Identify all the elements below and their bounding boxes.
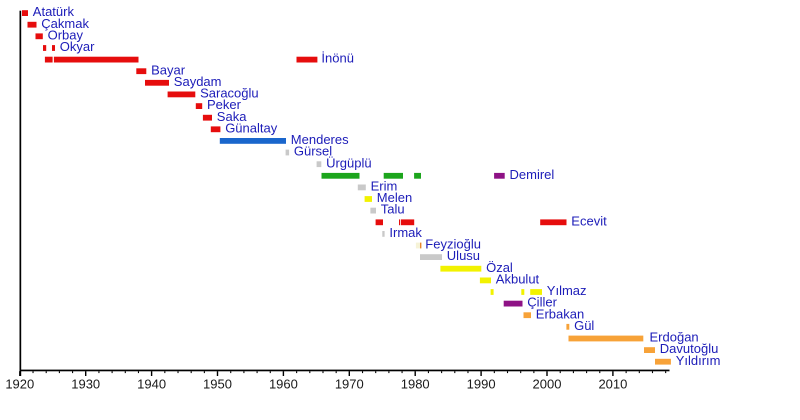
svg-text:Ecevit: Ecevit: [571, 213, 607, 228]
svg-text:Yıldırım: Yıldırım: [676, 353, 721, 368]
svg-text:Irmak: Irmak: [389, 225, 422, 240]
svg-text:Saracoğlu: Saracoğlu: [200, 86, 259, 101]
svg-text:1920: 1920: [5, 377, 34, 392]
svg-text:Yılmaz: Yılmaz: [547, 283, 587, 298]
svg-text:Erdoğan: Erdoğan: [650, 330, 699, 345]
svg-text:Saydam: Saydam: [174, 74, 222, 89]
svg-text:Demirel: Demirel: [510, 167, 555, 182]
svg-text:2000: 2000: [533, 377, 562, 392]
svg-text:Peker: Peker: [207, 97, 242, 112]
svg-text:Okyar: Okyar: [60, 39, 95, 54]
svg-text:Melen: Melen: [377, 190, 412, 205]
svg-text:Davutoğlu: Davutoğlu: [660, 341, 719, 356]
svg-text:Saka: Saka: [217, 109, 247, 124]
svg-text:Erim: Erim: [371, 179, 398, 194]
svg-text:Çiller: Çiller: [527, 295, 557, 310]
svg-text:Ulusu: Ulusu: [447, 248, 480, 263]
svg-text:Menderes: Menderes: [291, 132, 349, 147]
svg-text:Orbay: Orbay: [48, 27, 84, 42]
svg-text:1940: 1940: [137, 377, 166, 392]
svg-text:1970: 1970: [335, 377, 364, 392]
svg-text:Feyzioğlu: Feyzioğlu: [425, 237, 481, 252]
svg-text:Bayar: Bayar: [151, 62, 186, 77]
svg-text:Gürsel: Gürsel: [294, 144, 332, 159]
svg-text:Ürgüplü: Ürgüplü: [326, 155, 372, 170]
svg-text:1950: 1950: [203, 377, 232, 392]
svg-text:Akbulut: Akbulut: [496, 272, 540, 287]
svg-text:1930: 1930: [71, 377, 100, 392]
svg-text:Çakmak: Çakmak: [41, 16, 89, 31]
svg-text:1980: 1980: [401, 377, 430, 392]
svg-text:Özal: Özal: [486, 260, 513, 275]
svg-text:1990: 1990: [467, 377, 496, 392]
svg-text:Gül: Gül: [574, 318, 594, 333]
svg-text:Atatürk: Atatürk: [33, 4, 75, 19]
svg-text:1960: 1960: [269, 377, 298, 392]
svg-text:Talu: Talu: [381, 202, 405, 217]
svg-text:Erbakan: Erbakan: [536, 306, 584, 321]
svg-text:Günaltay: Günaltay: [225, 120, 278, 135]
svg-text:İnönü: İnönü: [321, 51, 354, 66]
svg-text:2010: 2010: [598, 377, 627, 392]
